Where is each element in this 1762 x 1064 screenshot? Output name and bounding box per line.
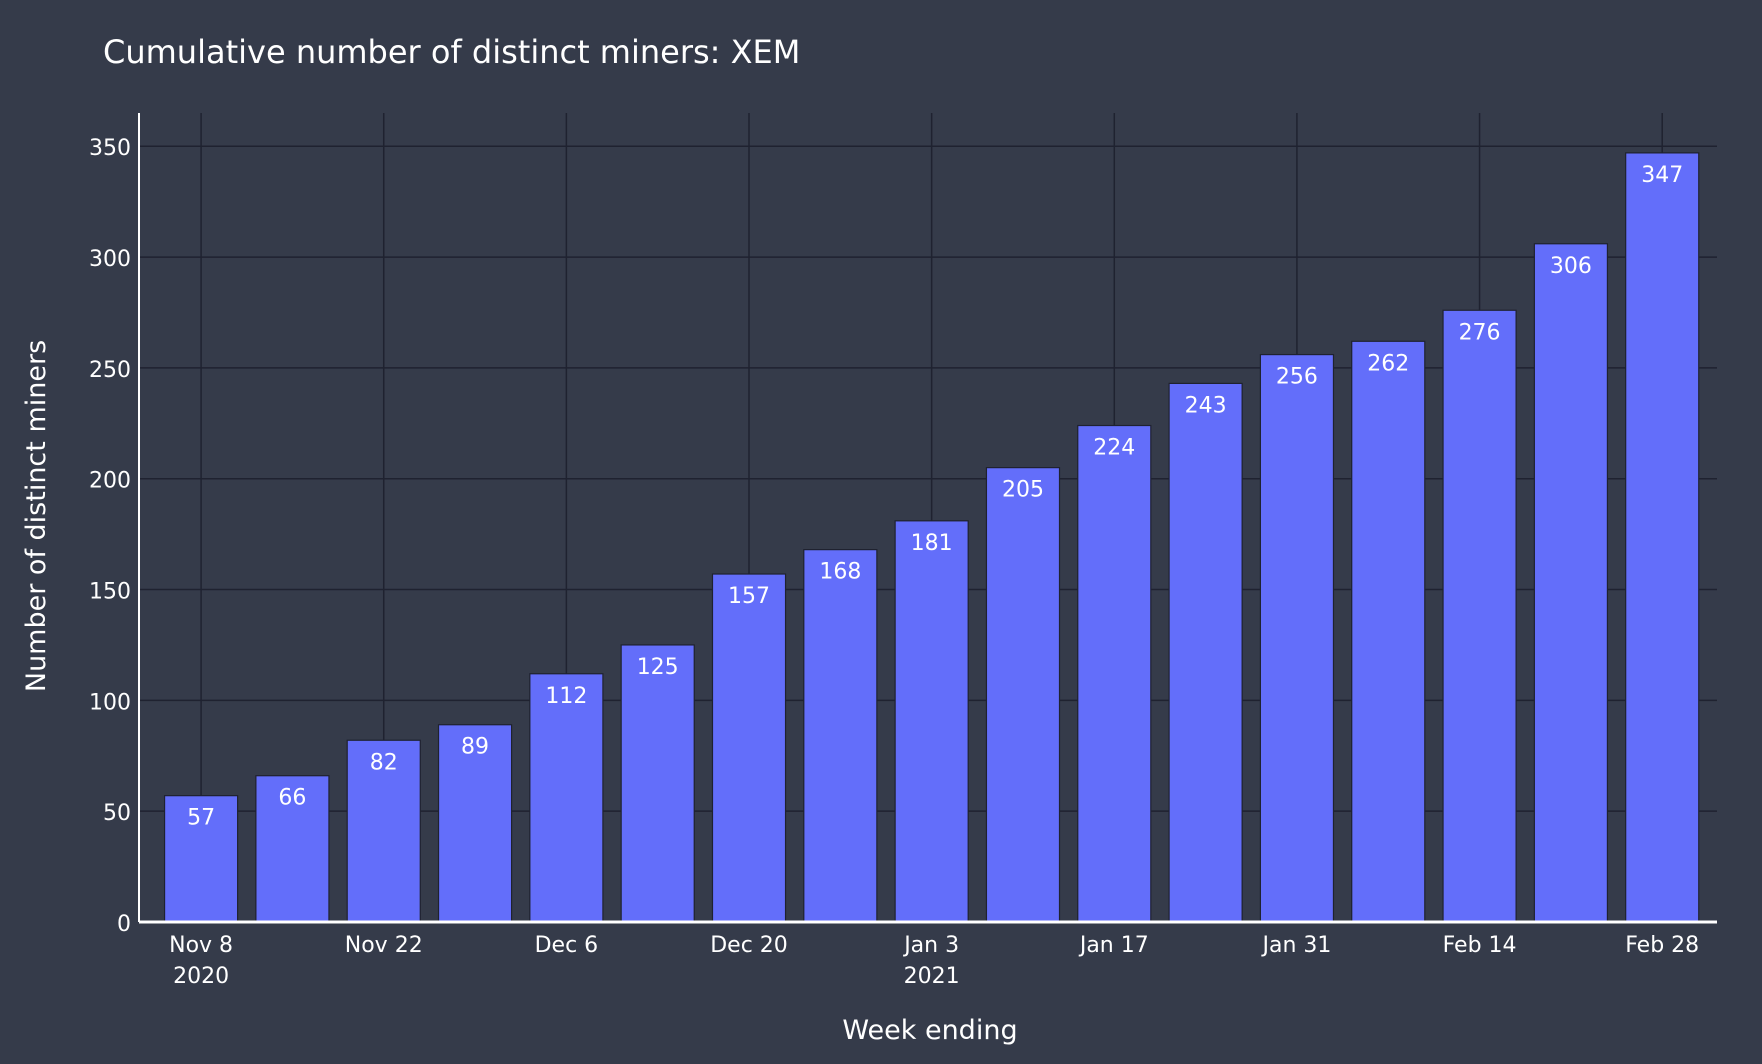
bar-value-label: 347 (1641, 163, 1683, 188)
y-axis-label: Number of distinct miners (21, 340, 52, 692)
y-tick-label: 50 (103, 801, 131, 826)
bar (1442, 309, 1517, 923)
y-tick-label: 200 (89, 469, 131, 494)
chart-title: Cumulative number of distinct miners: XE… (103, 33, 800, 71)
bar-value-label: 82 (370, 750, 398, 775)
x-tick-label: Nov 22 (345, 933, 423, 958)
x-axis-label: Week ending (842, 1015, 1017, 1046)
bar-value-label: 224 (1093, 436, 1135, 461)
bar (1351, 340, 1426, 923)
bar (1625, 152, 1700, 923)
x-tick-label: Feb 28 (1625, 933, 1699, 958)
bar (1168, 382, 1243, 923)
bar (985, 467, 1061, 923)
bar-value-label: 66 (278, 786, 306, 811)
bar-value-label: 157 (728, 584, 770, 609)
bar (1259, 353, 1335, 923)
y-tick-label: 250 (89, 358, 131, 383)
x-tick-label: Dec 6 (535, 933, 599, 958)
bar-value-label: 276 (1459, 320, 1501, 345)
bar-value-label: 112 (545, 684, 587, 709)
axes: 0 50 100 150 200 250 300 350 Nov 8 2020 Nov 22 Dec … (89, 113, 1717, 989)
bar (894, 520, 969, 923)
y-tick-label: 350 (89, 136, 131, 161)
x-tick-label: Nov 8 (169, 933, 233, 958)
bar-value-label: 262 (1367, 351, 1409, 376)
bar-value-label: 256 (1276, 365, 1318, 390)
x-tick-year-label: 2020 (173, 964, 229, 989)
bar-value-label: 243 (1185, 393, 1227, 418)
bar-value-label: 125 (637, 655, 679, 680)
x-tick-label: Feb 14 (1443, 933, 1517, 958)
bar-value-label: 306 (1550, 254, 1592, 279)
bars (163, 152, 1700, 923)
bar (620, 644, 695, 923)
bar (1533, 243, 1609, 923)
bar-value-label: 89 (461, 735, 489, 760)
x-tick-label: Jan 3 (902, 933, 959, 958)
bar (803, 549, 878, 923)
bar-value-label: 205 (1002, 478, 1044, 503)
bar (437, 724, 513, 923)
x-tick-label: Dec 20 (710, 933, 788, 958)
y-tick-label: 0 (117, 912, 131, 937)
x-tick-label: Jan 17 (1078, 933, 1149, 958)
y-tick-label: 300 (89, 247, 131, 272)
data-labels: 57 66 82 89 112 125 157 168 181 205 224 243 256 262 27… (187, 163, 1683, 831)
y-tick-label: 150 (89, 580, 131, 605)
bar-value-label: 168 (819, 560, 861, 585)
bar-value-label: 181 (911, 531, 953, 556)
bar (711, 573, 787, 923)
bar (529, 673, 604, 923)
x-tick-label: Jan 31 (1260, 933, 1331, 958)
y-tick-label: 100 (89, 690, 131, 715)
bar (1077, 424, 1152, 923)
bar-value-label: 57 (187, 806, 215, 831)
x-tick-year-label: 2021 (904, 964, 960, 989)
